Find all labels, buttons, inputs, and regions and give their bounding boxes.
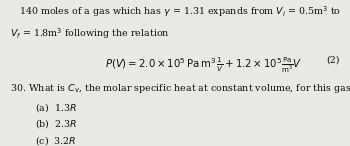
Text: 30. What is $C_v$, the molar specific heat at constant volume, for this gas?: 30. What is $C_v$, the molar specific he… (10, 82, 350, 95)
Text: (2): (2) (326, 55, 340, 65)
Text: (b)  2.3$R$: (b) 2.3$R$ (35, 118, 77, 131)
Text: $V_f$ = 1.8m$^3$ following the relation: $V_f$ = 1.8m$^3$ following the relation (10, 26, 170, 41)
Text: (c)  3.2$R$: (c) 3.2$R$ (35, 134, 76, 146)
Text: $P(V) = 2.0 \times 10^5\,\mathrm{Pa}\,\mathrm{m}^3\,\frac{1}{V} + 1.2 \times 10^: $P(V) = 2.0 \times 10^5\,\mathrm{Pa}\,\m… (105, 55, 302, 75)
Text: 140 moles of a gas which has $\gamma$ = 1.31 expands from $V_i$ = 0.5m$^3$ to: 140 moles of a gas which has $\gamma$ = … (19, 4, 342, 19)
Text: (a)  1.3$R$: (a) 1.3$R$ (35, 101, 77, 114)
